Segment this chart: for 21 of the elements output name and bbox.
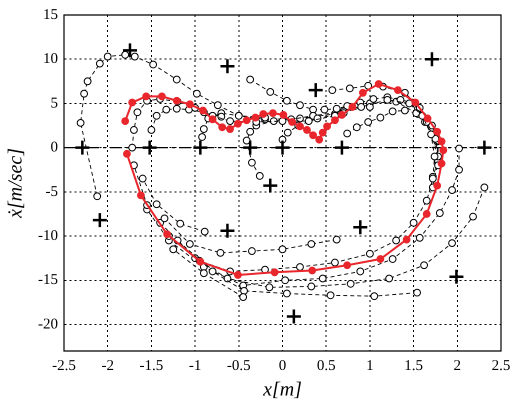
y-tick-label: 5: [50, 95, 58, 112]
y-tick-label: -15: [38, 272, 58, 288]
x-tick-label: -2.5: [52, 358, 76, 374]
x-tick-label: -2: [101, 358, 114, 374]
y-axis-title: ẋ[m/sec]: [4, 148, 26, 219]
x-tick-label: 1: [366, 358, 374, 374]
x-tick-label: -1.5: [140, 358, 164, 374]
y-tick-label: 10: [43, 51, 58, 68]
y-tick-label: -20: [38, 316, 58, 332]
x-tick-label: 2: [454, 358, 462, 374]
x-tick-label: -1: [188, 358, 202, 374]
y-tick-label: 15: [43, 6, 58, 23]
x-axis-title: x[m]: [262, 378, 302, 400]
x-tick-label: -0.5: [226, 358, 251, 374]
y-tick-label: 0: [50, 140, 58, 156]
x-tick-label: 2.5: [492, 358, 510, 374]
y-tick-label: -5: [46, 184, 58, 200]
x-tick-label: 0.5: [316, 358, 336, 374]
y-tick-label: -10: [38, 228, 58, 244]
x-tick-label: 0: [278, 358, 286, 374]
x-tick-label: 1.5: [404, 358, 423, 374]
